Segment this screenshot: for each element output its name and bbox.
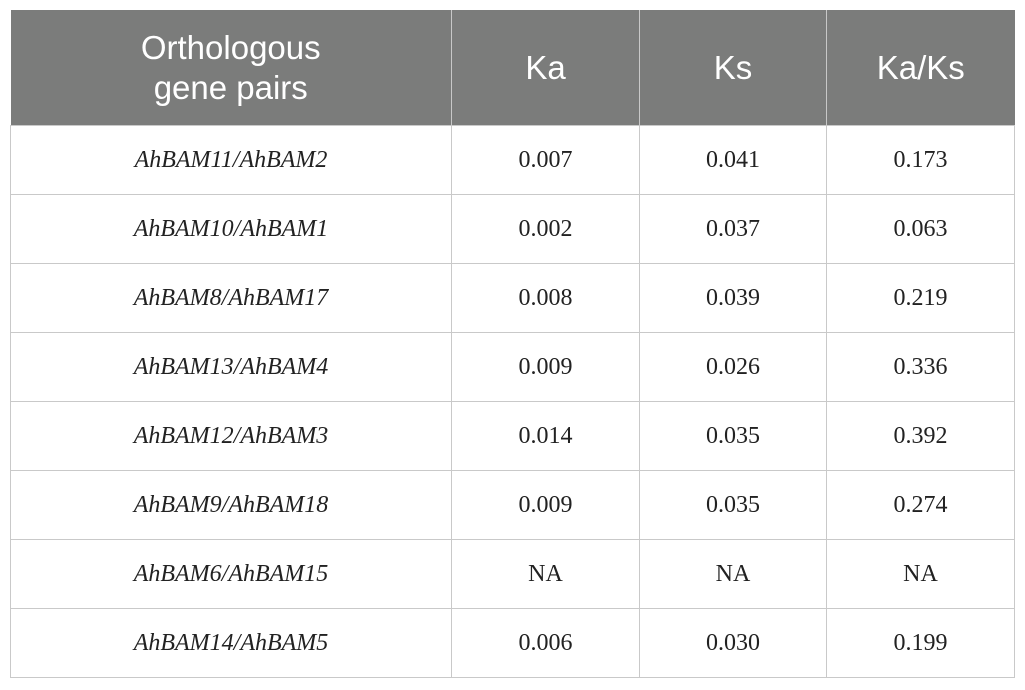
ks-cell: NA (639, 539, 827, 609)
gene-pair-cell: AhBAM13/AhBAM4 (10, 332, 452, 402)
ka-ks-cell: 0.274 (826, 470, 1015, 540)
ka-cell: 0.009 (451, 470, 640, 540)
header-gene-pairs-line1: Orthologous (140, 28, 321, 66)
ka-ks-cell: 0.219 (826, 263, 1015, 333)
gene-pair-cell: AhBAM10/AhBAM1 (10, 194, 452, 264)
header-ks: Ks (639, 10, 827, 126)
header-gene-pairs-line2: gene pairs (153, 68, 308, 106)
gene-pair-cell: AhBAM6/AhBAM15 (10, 539, 452, 609)
ks-cell: 0.035 (639, 470, 827, 540)
table-header: Orthologous gene pairs Ka Ks Ka/Ks (10, 10, 1015, 126)
header-ka: Ka (451, 10, 640, 126)
ks-cell: 0.035 (639, 401, 827, 471)
table-row: AhBAM14/AhBAM5 0.006 0.030 0.199 (10, 608, 1015, 678)
ka-cell: 0.007 (451, 125, 640, 195)
table-row: AhBAM9/AhBAM18 0.009 0.035 0.274 (10, 470, 1015, 540)
ka-cell: 0.008 (451, 263, 640, 333)
ka-ks-cell: 0.173 (826, 125, 1015, 195)
ka-ks-cell: 0.336 (826, 332, 1015, 402)
header-row: Orthologous gene pairs Ka Ks Ka/Ks (10, 10, 1015, 126)
table-row: AhBAM6/AhBAM15 NA NA NA (10, 539, 1015, 609)
ks-cell: 0.037 (639, 194, 827, 264)
gene-pair-cell: AhBAM11/AhBAM2 (10, 125, 452, 195)
ka-cell: 0.009 (451, 332, 640, 402)
ka-ks-cell: NA (826, 539, 1015, 609)
table-row: AhBAM13/AhBAM4 0.009 0.026 0.336 (10, 332, 1015, 402)
table-row: AhBAM10/AhBAM1 0.002 0.037 0.063 (10, 194, 1015, 264)
table-row: AhBAM11/AhBAM2 0.007 0.041 0.173 (10, 125, 1015, 195)
ka-cell: 0.002 (451, 194, 640, 264)
ks-cell: 0.039 (639, 263, 827, 333)
ks-cell: 0.030 (639, 608, 827, 678)
gene-pair-cell: AhBAM8/AhBAM17 (10, 263, 452, 333)
header-gene-pairs: Orthologous gene pairs (10, 10, 452, 126)
ka-cell: 0.014 (451, 401, 640, 471)
orthologous-gene-pairs-table-container: Orthologous gene pairs Ka Ks Ka/Ks AhBAM… (10, 10, 1015, 678)
ka-ks-cell: 0.199 (826, 608, 1015, 678)
ks-cell: 0.026 (639, 332, 827, 402)
ka-ks-table: Orthologous gene pairs Ka Ks Ka/Ks AhBAM… (10, 10, 1015, 678)
gene-pair-cell: AhBAM9/AhBAM18 (10, 470, 452, 540)
table-row: AhBAM8/AhBAM17 0.008 0.039 0.219 (10, 263, 1015, 333)
ka-ks-cell: 0.392 (826, 401, 1015, 471)
ks-cell: 0.041 (639, 125, 827, 195)
ka-cell: 0.006 (451, 608, 640, 678)
table-row: AhBAM12/AhBAM3 0.014 0.035 0.392 (10, 401, 1015, 471)
ka-ks-cell: 0.063 (826, 194, 1015, 264)
gene-pair-cell: AhBAM14/AhBAM5 (10, 608, 452, 678)
ka-cell: NA (451, 539, 640, 609)
header-ka-ks: Ka/Ks (826, 10, 1015, 126)
table-body: AhBAM11/AhBAM2 0.007 0.041 0.173 AhBAM10… (10, 125, 1015, 678)
gene-pair-cell: AhBAM12/AhBAM3 (10, 401, 452, 471)
